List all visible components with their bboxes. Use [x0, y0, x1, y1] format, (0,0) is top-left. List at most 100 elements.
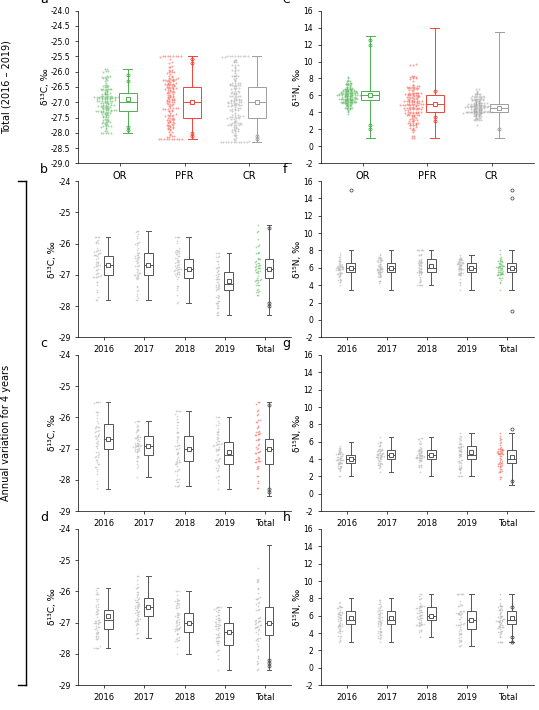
Point	[375, 448, 383, 459]
Point	[340, 103, 349, 114]
Point	[415, 268, 424, 279]
Point	[376, 444, 385, 455]
Point	[417, 259, 425, 271]
Point	[229, 113, 238, 124]
Point	[95, 428, 103, 439]
Point	[417, 593, 425, 604]
Point	[133, 623, 142, 634]
Point	[412, 115, 421, 126]
Point	[172, 610, 181, 621]
Point	[453, 607, 462, 618]
Point	[93, 271, 101, 283]
Point	[467, 103, 475, 114]
Point	[345, 77, 354, 88]
Point	[412, 453, 420, 464]
Point	[377, 457, 385, 468]
Bar	[386, 611, 396, 624]
Point	[104, 100, 113, 111]
Point	[416, 604, 424, 616]
Point	[94, 633, 102, 644]
Point	[335, 89, 344, 101]
Point	[253, 266, 261, 278]
Point	[253, 240, 262, 251]
Point	[345, 89, 354, 101]
Point	[91, 231, 99, 243]
Point	[165, 62, 174, 73]
Point	[457, 627, 465, 638]
Point	[93, 586, 101, 597]
Point	[334, 454, 343, 466]
Point	[214, 439, 223, 450]
Point	[93, 454, 101, 465]
Point	[254, 633, 262, 644]
Point	[417, 106, 425, 118]
Point	[418, 102, 426, 113]
Point	[333, 608, 342, 620]
Point	[469, 103, 478, 114]
Point	[253, 434, 262, 445]
Point	[497, 259, 506, 271]
Point	[174, 231, 182, 243]
Point	[169, 50, 177, 62]
Point	[412, 602, 420, 613]
Point	[495, 266, 503, 278]
Point	[478, 90, 487, 102]
Point	[454, 640, 463, 652]
Point	[104, 102, 113, 113]
Point	[173, 285, 182, 296]
Point	[415, 245, 424, 256]
Point	[163, 92, 172, 104]
Point	[495, 254, 504, 266]
Point	[406, 122, 414, 133]
Point	[415, 97, 424, 109]
Point	[333, 454, 341, 466]
Point	[104, 103, 113, 114]
Point	[456, 269, 465, 280]
Point	[416, 452, 424, 464]
Point	[93, 248, 102, 259]
Point	[95, 396, 104, 408]
Point	[335, 249, 344, 261]
Point	[336, 268, 345, 279]
Point	[238, 50, 247, 62]
Point	[132, 272, 140, 283]
Point	[456, 465, 465, 476]
Point	[106, 116, 114, 128]
Point	[412, 91, 421, 102]
Point	[130, 432, 139, 444]
Point	[472, 101, 480, 112]
Point	[172, 405, 181, 417]
Point	[498, 443, 507, 454]
Point	[345, 94, 354, 106]
Point	[377, 449, 385, 460]
Point	[93, 436, 101, 447]
Point	[170, 93, 178, 104]
Point	[255, 455, 264, 466]
Point	[415, 616, 424, 627]
Point	[253, 268, 262, 279]
Point	[407, 91, 416, 102]
Point	[372, 448, 381, 459]
Bar	[507, 611, 516, 624]
Point	[99, 127, 108, 138]
Point	[165, 57, 174, 68]
Point	[132, 594, 141, 606]
Point	[376, 621, 384, 632]
Point	[457, 459, 465, 471]
Point	[418, 266, 427, 278]
Point	[376, 626, 384, 638]
Point	[233, 104, 242, 116]
Point	[464, 102, 473, 113]
Point	[108, 92, 116, 104]
Point	[166, 116, 175, 128]
Point	[336, 261, 345, 272]
Point	[171, 246, 180, 258]
Point	[99, 100, 108, 111]
Point	[472, 106, 480, 117]
Point	[338, 268, 347, 279]
Point	[132, 269, 141, 280]
Point	[454, 448, 463, 459]
Point	[376, 610, 385, 621]
Point	[135, 600, 143, 611]
Point	[212, 623, 220, 634]
